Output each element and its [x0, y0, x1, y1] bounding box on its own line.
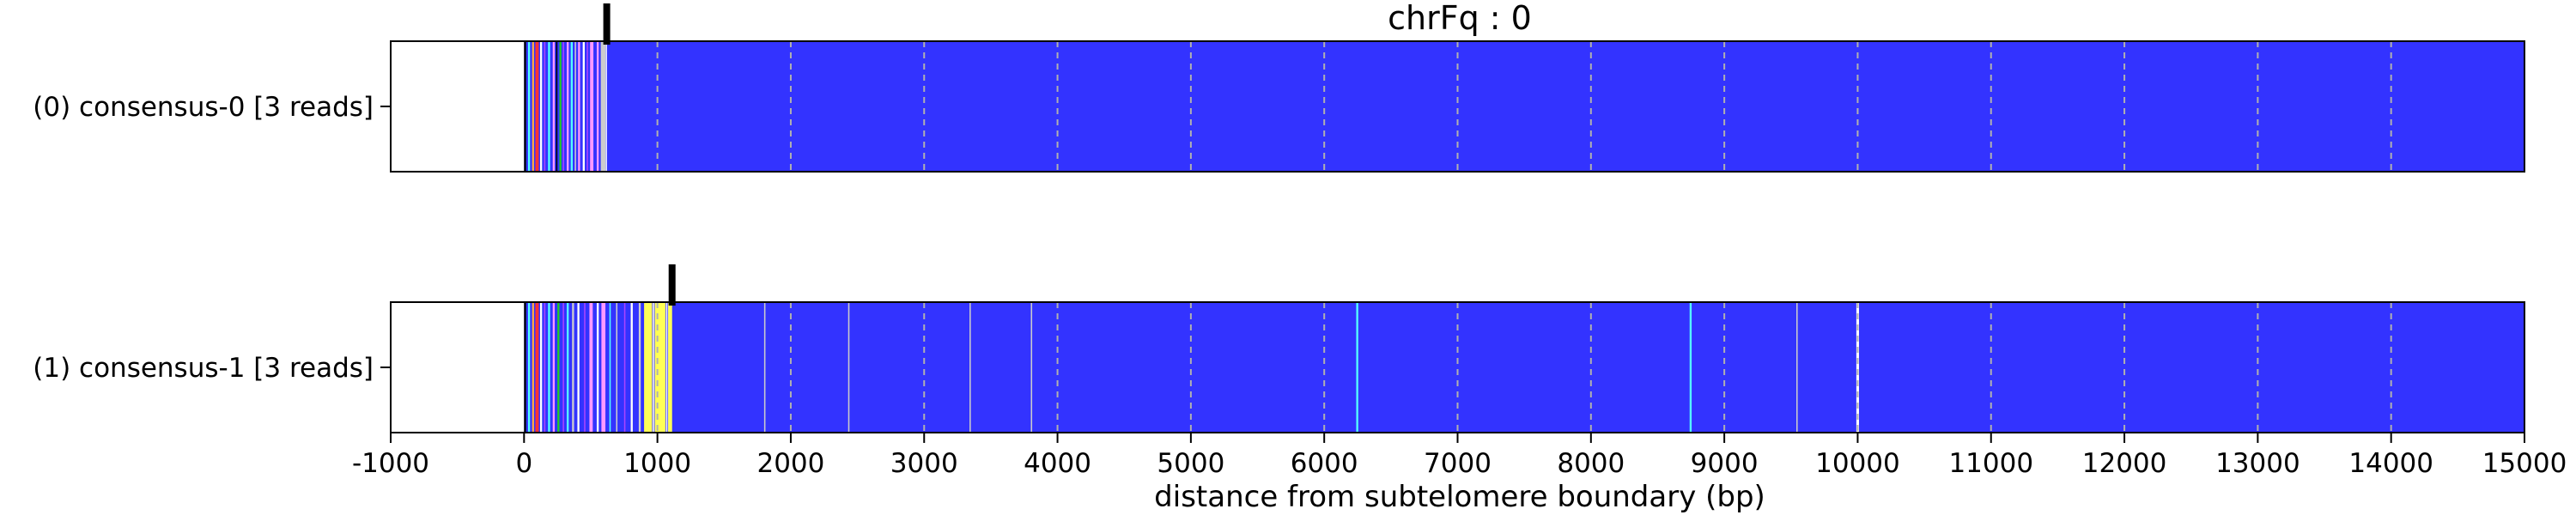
tvr-stripe — [577, 302, 580, 433]
tvr-stripe — [578, 41, 580, 172]
tvr-stripe — [1795, 302, 1798, 433]
x-axis-label: distance from subtelomere boundary (bp) — [1154, 480, 1765, 514]
tvr-stripe — [527, 41, 531, 172]
tvr-stripe — [532, 302, 534, 433]
x-tick-label: 8000 — [1557, 448, 1625, 479]
tvr-stripe — [552, 41, 556, 172]
tvr-stripe — [584, 302, 586, 433]
x-tick-label: 0 — [515, 448, 532, 479]
tvr-stripe — [548, 302, 550, 433]
tvr-stripe — [596, 41, 599, 172]
read-row: (0) consensus-0 [3 reads] — [33, 3, 2525, 173]
chart-title: chrFq : 0 — [1388, 0, 1532, 37]
x-tick-label: 11000 — [1948, 448, 2033, 479]
x-tick-label: 5000 — [1157, 448, 1224, 479]
row-label: (1) consensus-1 [3 reads] — [33, 353, 374, 384]
tvr-stripe — [524, 41, 526, 172]
x-tick-label: 2000 — [756, 448, 824, 479]
tvr-stripe — [574, 41, 576, 172]
tvr-stripe — [763, 302, 766, 433]
tvr-stripe — [535, 302, 539, 433]
x-tick-label: 7000 — [1424, 448, 1492, 479]
tvr-stripe — [1856, 302, 1859, 433]
tvr-stripe — [668, 302, 672, 433]
x-tick-label: 4000 — [1024, 448, 1091, 479]
tvr-stripe — [623, 302, 626, 433]
tvr-stripe — [1356, 302, 1358, 433]
tvr-stripe — [1689, 302, 1692, 433]
tvr-stripe — [572, 302, 574, 433]
row-label: (0) consensus-0 [3 reads] — [33, 92, 374, 123]
tvr-stripe — [557, 302, 560, 433]
x-tick-label: 10000 — [1815, 448, 1900, 479]
tvr-stripe — [548, 41, 550, 172]
tvr-stripe — [644, 302, 653, 433]
x-tick-label: 9000 — [1691, 448, 1759, 479]
tvr-stripe — [590, 41, 594, 172]
tvr-stripe — [539, 302, 543, 433]
x-tick-label: 3000 — [890, 448, 958, 479]
tvr-stripe — [544, 302, 546, 433]
tvr-stripe — [559, 41, 562, 172]
tvr-stripe — [586, 41, 588, 172]
tvr-stripe — [654, 302, 665, 433]
tvr-stripe — [600, 41, 606, 172]
tvr-stripe — [665, 302, 668, 433]
tvr-stripe — [630, 302, 633, 433]
tvr-stripe — [539, 41, 543, 172]
tvr-stripe — [589, 302, 593, 433]
tvr-stripe — [638, 302, 641, 433]
x-tick-label: 12000 — [2082, 448, 2167, 479]
tvr-stripe — [605, 41, 607, 172]
tvr-stripe — [527, 302, 531, 433]
tvr-stripe — [567, 302, 569, 433]
tvr-stripe — [562, 302, 564, 433]
tvr-stripe — [524, 302, 526, 433]
tvr-stripe — [1030, 302, 1033, 433]
tvr-stripe — [535, 41, 539, 172]
tvr-boundary-marker — [603, 3, 611, 45]
tvr-stripe — [596, 302, 599, 433]
tvr-stripe — [562, 41, 564, 172]
tvr-stripe — [532, 41, 534, 172]
tvr-stripe — [544, 41, 546, 172]
canonical-repeat-region — [524, 41, 2524, 172]
tvr-stripe — [616, 302, 618, 433]
tvr-stripe — [601, 302, 606, 433]
x-tick-label: 13000 — [2215, 448, 2300, 479]
x-tick-label: 14000 — [2348, 448, 2433, 479]
tvr-stripe — [969, 302, 971, 433]
x-tick-label: 1000 — [623, 448, 691, 479]
tvr-stripe — [653, 302, 654, 433]
x-axis: -1000 0 1000 2000 3000 4000 5000 6000 7000 8000 90… — [352, 433, 2567, 479]
x-tick-label: 15000 — [2482, 448, 2567, 479]
tvr-stripe — [848, 302, 850, 433]
tvr-boundary-marker — [668, 264, 676, 306]
tvr-stripe — [609, 302, 611, 433]
tvr-stripe — [570, 41, 574, 172]
x-tick-label: -1000 — [352, 448, 429, 479]
tvr-stripe — [556, 41, 558, 172]
read-rows: (0) consensus-0 [3 reads] (1) consensus-1… — [33, 3, 2525, 433]
tvr-stripe — [582, 41, 585, 172]
read-row: (1) consensus-1 [3 reads] — [33, 264, 2525, 433]
x-tick-label: 6000 — [1291, 448, 1358, 479]
tvr-stripe — [567, 41, 569, 172]
canonical-repeat-region — [524, 302, 2524, 433]
tvr-stripe — [552, 302, 556, 433]
